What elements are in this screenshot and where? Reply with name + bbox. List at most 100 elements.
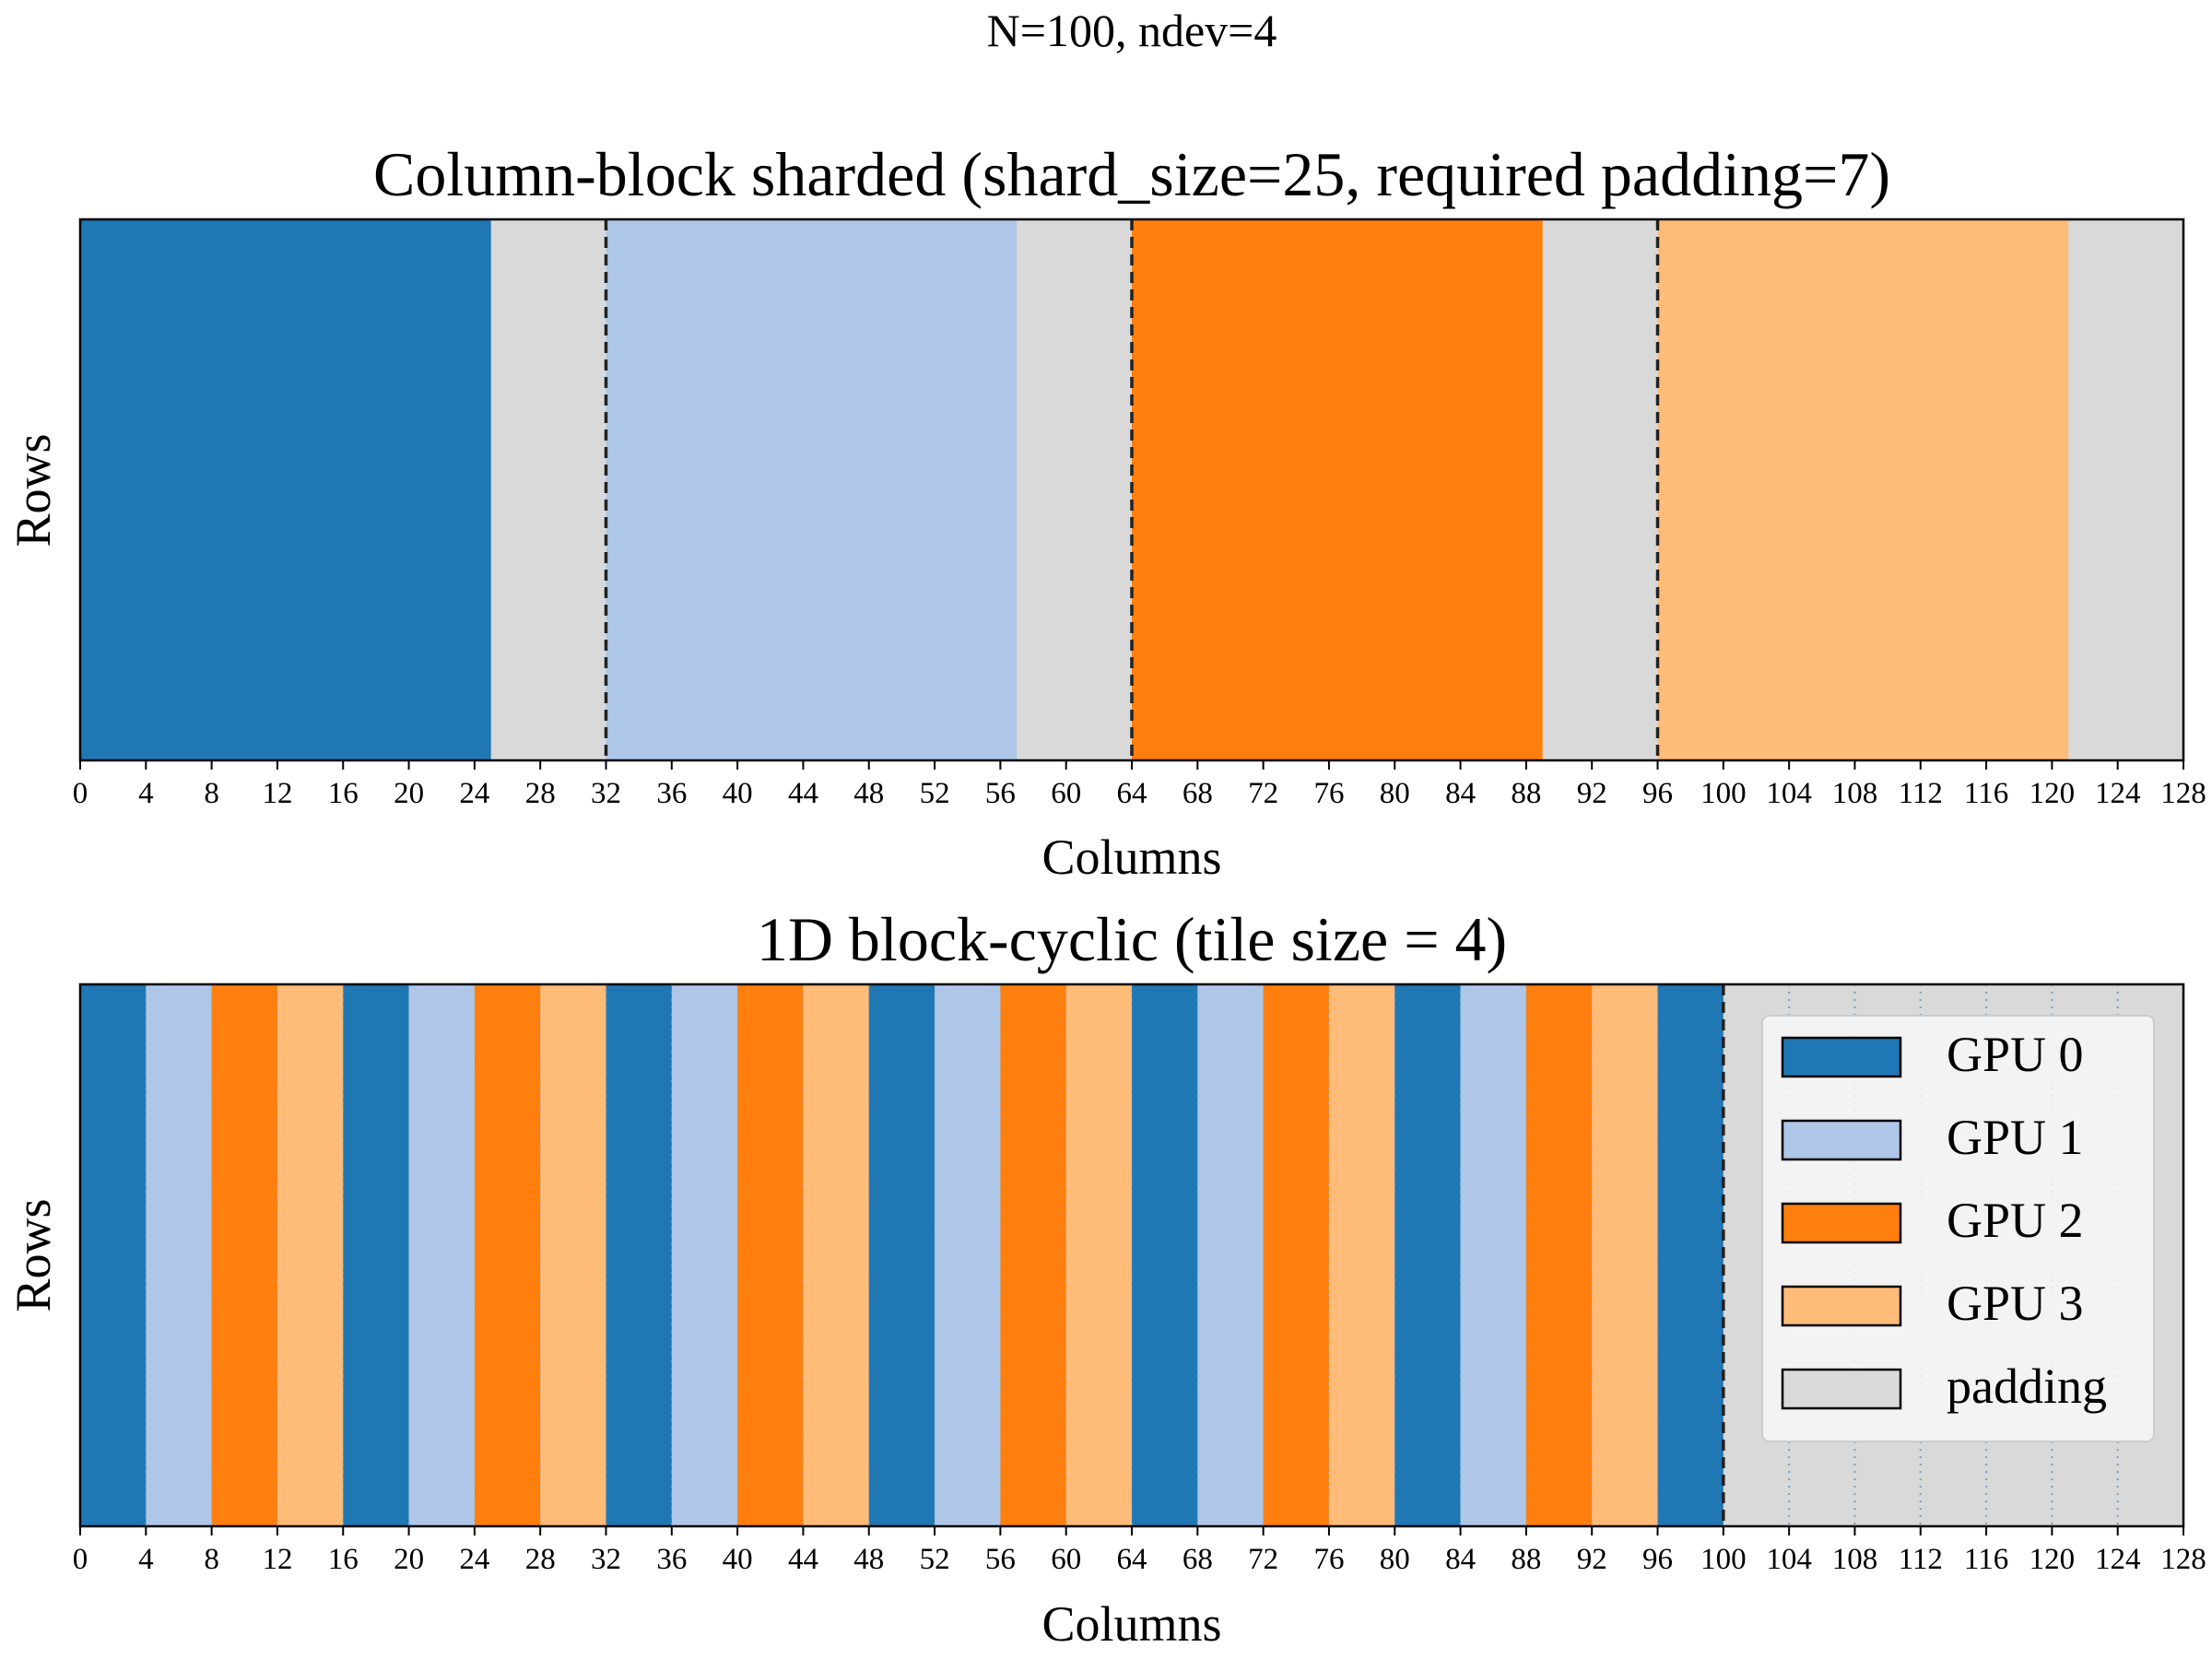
x-tick-label: 64	[1117, 777, 1147, 810]
x-tick-label: 88	[1511, 1543, 1541, 1576]
x-tick-label: 48	[853, 1543, 884, 1576]
x-tick-label: 120	[2030, 777, 2076, 810]
x-axis-label: Columns	[1041, 1596, 1221, 1652]
x-tick-label: 112	[1899, 1543, 1943, 1576]
segment-gpu-2	[211, 984, 278, 1526]
x-tick-label: 64	[1117, 1543, 1147, 1576]
segment-gpu-2	[1000, 984, 1067, 1526]
segment-gpu-3	[803, 984, 870, 1526]
x-tick-label: 80	[1380, 777, 1410, 810]
segment-gpu-0	[1657, 984, 1724, 1526]
x-tick-label: 124	[2095, 777, 2141, 810]
legend-label: GPU 3	[1947, 1276, 2084, 1331]
x-tick-label: 56	[985, 777, 1016, 810]
segment-gpu-0	[606, 984, 673, 1526]
legend-swatch	[1781, 1119, 1902, 1161]
x-tick-label: 0	[73, 1543, 88, 1576]
segment-gpu-1	[1460, 984, 1527, 1526]
x-tick-label: 24	[459, 777, 489, 810]
segment-padding	[1017, 219, 1133, 760]
x-tick-label: 104	[1766, 1543, 1812, 1576]
segment-gpu-1	[606, 219, 1018, 760]
x-tick-label: 100	[1700, 1543, 1747, 1576]
x-tick-label: 12	[262, 1543, 292, 1576]
x-tick-label: 60	[1051, 1543, 1081, 1576]
x-tick-label: 8	[204, 1543, 219, 1576]
x-tick-label: 76	[1313, 777, 1344, 810]
x-tick-label: 56	[985, 1543, 1016, 1576]
block-sharded-panel: Column-block sharded (shard_size=25, req…	[6, 139, 2206, 885]
segment-padding	[1542, 219, 1659, 760]
legend-entry: padding	[1781, 1359, 2107, 1414]
legend-label: padding	[1947, 1359, 2107, 1414]
legend-swatch	[1781, 1202, 1902, 1244]
segment-gpu-0	[1132, 984, 1198, 1526]
x-tick-label: 84	[1445, 1543, 1476, 1576]
legend-swatch	[1781, 1036, 1902, 1078]
segment-padding	[490, 219, 607, 760]
x-tick-label: 80	[1380, 1543, 1410, 1576]
x-tick-label: 4	[138, 777, 154, 810]
segment-gpu-2	[474, 984, 541, 1526]
segment-gpu-0	[868, 984, 935, 1526]
legend: GPU 0 GPU 1 GPU 2 GPU 3 padding	[1761, 1015, 2155, 1442]
x-tick-label: 48	[853, 777, 884, 810]
x-tick-label: 128	[2160, 777, 2206, 810]
x-tick-label: 76	[1313, 1543, 1344, 1576]
x-tick-label: 24	[459, 1543, 489, 1576]
x-axis-ticks: 0 4 8 12 16 20 24 28 32 36 40 44 48 52 56 60 64 68 72 76 80 8…	[73, 1526, 2206, 1576]
segment-gpu-2	[1525, 984, 1593, 1526]
x-tick-label: 8	[204, 777, 219, 810]
panel-title: Column-block sharded (shard_size=25, req…	[373, 139, 1890, 209]
x-tick-label: 92	[1577, 777, 1607, 810]
x-tick-label: 84	[1445, 777, 1476, 810]
x-axis-label: Columns	[1041, 830, 1221, 885]
segment-gpu-3	[276, 984, 344, 1526]
x-tick-label: 44	[788, 1543, 818, 1576]
legend-swatch	[1781, 1285, 1902, 1327]
legend-entry: GPU 3	[1781, 1276, 2084, 1331]
x-tick-label: 92	[1577, 1543, 1607, 1576]
segment-gpu-2	[1132, 219, 1544, 760]
x-tick-label: 20	[394, 777, 424, 810]
x-tick-label: 16	[328, 1543, 359, 1576]
x-tick-label: 28	[525, 777, 556, 810]
segment-gpu-2	[1263, 984, 1330, 1526]
segment-gpu-1	[1197, 984, 1265, 1526]
segment-gpu-1	[146, 984, 213, 1526]
segment-gpu-1	[671, 984, 738, 1526]
x-tick-label: 68	[1182, 777, 1213, 810]
x-tick-label: 96	[1642, 1543, 1673, 1576]
x-tick-label: 116	[1964, 1543, 2008, 1576]
legend-entry: GPU 0	[1781, 1027, 2084, 1082]
segment-gpu-3	[1592, 984, 1659, 1526]
x-tick-label: 16	[328, 777, 359, 810]
x-tick-label: 68	[1182, 1543, 1213, 1576]
x-tick-label: 112	[1899, 777, 1943, 810]
segment-padding	[2068, 219, 2184, 760]
x-tick-label: 116	[1964, 777, 2008, 810]
x-tick-label: 36	[656, 777, 687, 810]
x-tick-label: 12	[262, 777, 292, 810]
x-tick-label: 32	[591, 1543, 621, 1576]
x-tick-label: 32	[591, 777, 621, 810]
legend-swatch	[1781, 1368, 1902, 1410]
legend-entry: GPU 2	[1781, 1193, 2084, 1248]
x-tick-label: 28	[525, 1543, 556, 1576]
segment-gpu-1	[408, 984, 476, 1526]
x-tick-label: 96	[1642, 777, 1673, 810]
panel-title: 1D block-cyclic (tile size = 4)	[757, 904, 1507, 974]
segment-gpu-2	[737, 984, 805, 1526]
x-tick-label: 20	[394, 1543, 424, 1576]
segment-gpu-0	[80, 984, 147, 1526]
x-tick-label: 72	[1248, 1543, 1278, 1576]
segment-gpu-0	[1394, 984, 1462, 1526]
segment-gpu-3	[1065, 984, 1133, 1526]
x-tick-label: 100	[1700, 777, 1747, 810]
y-axis-label: Rows	[6, 1198, 61, 1312]
x-tick-label: 52	[920, 1543, 950, 1576]
segment-gpu-1	[935, 984, 1001, 1526]
x-tick-label: 40	[723, 1543, 753, 1576]
x-tick-label: 88	[1511, 777, 1541, 810]
